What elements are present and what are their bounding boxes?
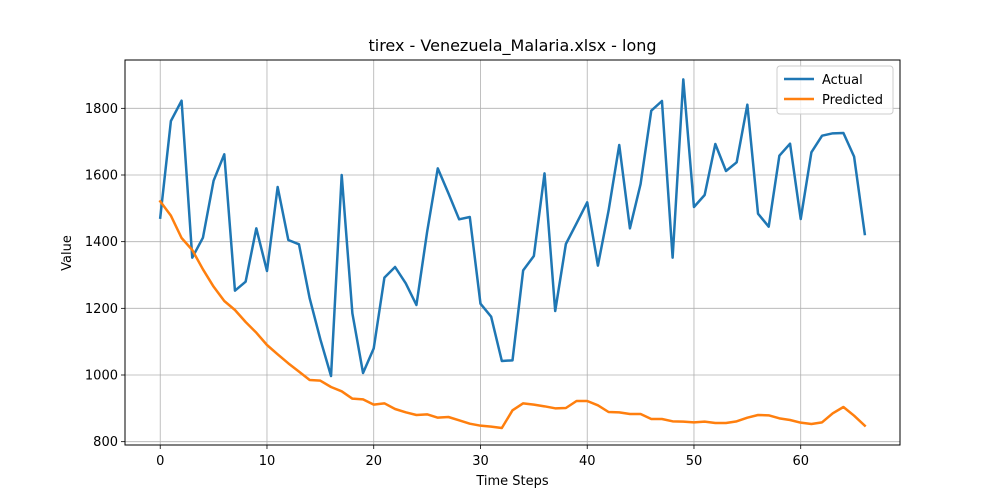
x-tick-label: 30 (472, 454, 489, 469)
x-tick-label: 50 (686, 454, 703, 469)
x-tick-label: 20 (365, 454, 382, 469)
x-tick-label: 0 (156, 454, 164, 469)
y-tick-label: 1000 (85, 369, 118, 384)
axis-ticks: 0 10 20 30 40 50 60 800 1000 1200 1400 1600 1800 (85, 102, 809, 469)
legend: Actual Predicted (776, 65, 894, 115)
series-line-actual (158, 78, 867, 378)
y-axis-title: Value (60, 235, 75, 271)
x-tick-label: 10 (259, 454, 276, 469)
x-tick-label: 40 (579, 454, 596, 469)
x-tick-label: 60 (792, 454, 809, 469)
series-line-predicted (158, 199, 867, 430)
series-lines (158, 78, 867, 430)
y-tick-label: 1400 (85, 235, 118, 250)
x-axis-title: Time Steps (475, 474, 549, 489)
legend-label-predicted: Predicted (822, 93, 883, 108)
plot-frame (124, 59, 901, 446)
chart-title: tirex - Venezuela_Malaria.xlsx - long (368, 36, 656, 56)
y-tick-label: 1600 (85, 169, 118, 184)
y-tick-label: 1800 (85, 102, 118, 117)
y-tick-label: 800 (93, 435, 118, 450)
legend-label-actual: Actual (822, 73, 863, 88)
y-tick-label: 1200 (85, 302, 118, 317)
